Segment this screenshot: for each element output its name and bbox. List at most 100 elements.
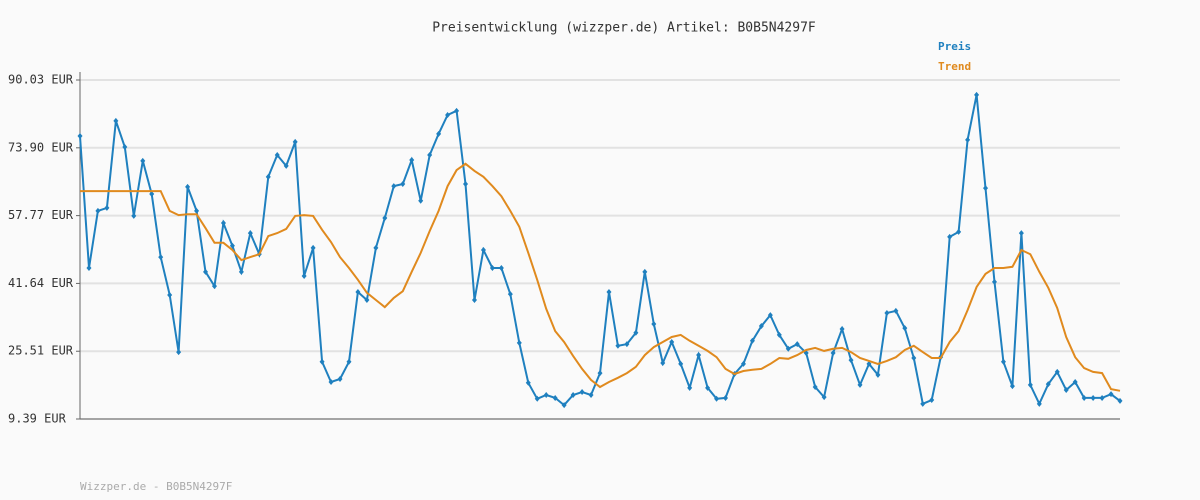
point-marker [507,291,513,298]
y-tick-label: 41.64 EUR [8,276,74,290]
legend-label: Preis [938,40,971,53]
point-marker [615,342,621,349]
point-marker [346,358,352,365]
point-marker [95,207,101,214]
series-line [79,94,1121,407]
point-marker [821,394,827,401]
point-marker [247,230,253,237]
point-marker [229,242,235,249]
point-marker [740,360,746,367]
point-marker [140,157,146,164]
y-tick-label: 90.03 EUR [8,73,74,87]
point-marker [794,341,800,348]
point-marker [749,337,755,344]
point-marker [220,220,226,227]
point-marker [436,130,442,137]
point-marker [77,133,83,140]
y-tick-label: 73.90 EUR [8,140,74,154]
point-marker [525,379,531,386]
point-marker [911,355,917,362]
point-marker [292,138,298,145]
point-marker [1045,381,1051,388]
point-marker [1036,400,1042,407]
series-line [80,162,1121,392]
point-marker [86,265,92,272]
point-marker [902,325,908,332]
point-marker [875,371,881,378]
point-marker [337,376,343,383]
point-marker [203,268,209,275]
point-marker [956,228,962,235]
point-marker [597,370,603,377]
point-marker [1090,394,1096,401]
point-marker [983,185,989,192]
point-marker [471,296,477,303]
point-marker [391,183,397,190]
point-marker [301,273,307,280]
point-marker [1009,383,1015,390]
point-marker [516,339,522,346]
point-marker [776,331,782,338]
legend-label: Trend [938,60,971,73]
point-marker [283,162,289,169]
point-marker [454,107,460,114]
point-marker [579,389,585,396]
point-marker [714,395,720,402]
point-marker [848,357,854,364]
point-marker [543,391,549,398]
point-marker [884,310,890,317]
point-marker [149,191,155,198]
point-marker [1108,391,1114,398]
point-marker [651,320,657,327]
point-marker [355,289,361,296]
point-marker [812,384,818,391]
point-marker [211,283,217,290]
point-marker [660,360,666,367]
point-marker [445,112,451,119]
point-marker [1117,397,1123,404]
point-marker [131,212,137,219]
point-marker [552,394,558,401]
point-marker [534,395,540,402]
point-marker [785,345,791,352]
point-marker [463,180,469,187]
point-marker [893,307,899,314]
point-marker [705,384,711,391]
point-marker [974,91,980,98]
point-marker [696,352,702,359]
point-marker [839,325,845,332]
point-marker [947,233,953,240]
point-marker [929,397,935,404]
point-marker [158,254,164,261]
point-marker [723,394,729,401]
point-marker [687,384,693,391]
point-marker [382,215,388,222]
point-marker [1063,386,1069,393]
point-marker [678,360,684,367]
y-tick-label: 57.77 EUR [8,208,74,222]
point-marker [427,151,433,158]
point-marker [328,378,334,385]
point-marker [400,180,406,187]
point-marker [194,207,200,214]
y-tick-label: 25.51 EUR [8,344,74,358]
point-marker [104,204,110,211]
point-marker [265,173,271,180]
point-marker [167,291,173,298]
point-marker [606,289,612,296]
point-marker [498,265,504,272]
point-marker [1081,394,1087,401]
point-marker [1027,381,1033,388]
point-marker [185,183,191,190]
point-marker [122,143,128,150]
point-marker [176,349,182,356]
point-marker [991,278,997,285]
point-marker [570,391,576,398]
footer: Wizzper.de - B0B5N4297F [80,480,232,493]
point-marker [373,244,379,251]
point-marker [418,197,424,204]
point-marker [830,349,836,356]
point-marker [1000,358,1006,365]
point-marker [480,246,486,253]
